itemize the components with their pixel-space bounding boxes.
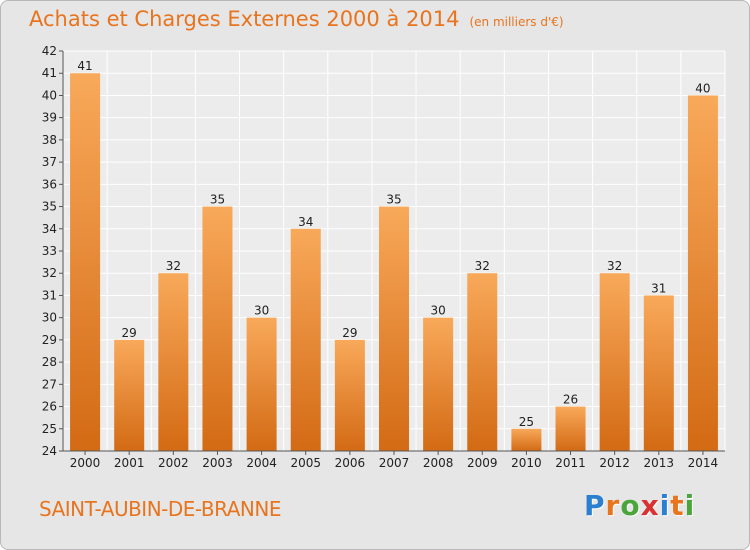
- bar-2014: [687, 95, 718, 451]
- value-label-2013: 31: [651, 281, 666, 295]
- bar-2012: [599, 273, 630, 451]
- value-label-2004: 30: [254, 304, 269, 318]
- chart-title: Achats et Charges Externes 2000 à 2014 (e…: [29, 7, 564, 31]
- x-tick-label-2012: 2012: [599, 456, 630, 470]
- y-tick-label: 28: [42, 355, 57, 369]
- logo-letter: t: [670, 489, 685, 522]
- value-label-2005: 34: [298, 215, 313, 229]
- proxiti-logo: Proxiti: [584, 489, 695, 522]
- bar-2013: [643, 295, 674, 451]
- y-tick-label: 40: [42, 88, 57, 102]
- bar-2003: [202, 206, 233, 451]
- y-tick-label: 31: [42, 288, 57, 302]
- bar-2008: [423, 317, 454, 451]
- bar-2002: [158, 273, 189, 451]
- x-tick-label-2006: 2006: [335, 456, 366, 470]
- logo-letter: r: [605, 489, 621, 522]
- logo-letter: i: [659, 489, 671, 522]
- y-tick-label: 37: [42, 155, 57, 169]
- y-tick-label: 38: [42, 133, 57, 147]
- y-tick-label: 32: [42, 266, 57, 280]
- x-tick-label-2010: 2010: [511, 456, 542, 470]
- x-tick-label-2000: 2000: [70, 456, 101, 470]
- x-tick-label-2003: 2003: [202, 456, 233, 470]
- y-tick-label: 25: [42, 422, 57, 436]
- x-tick-label-2011: 2011: [555, 456, 586, 470]
- bar-2006: [334, 339, 365, 451]
- value-label-2006: 29: [342, 326, 357, 340]
- y-tick-label: 33: [42, 244, 57, 258]
- y-tick-label: 26: [42, 400, 57, 414]
- y-tick-label: 29: [42, 333, 57, 347]
- value-label-2011: 26: [563, 393, 578, 407]
- logo-letter: P: [584, 489, 606, 522]
- value-label-2008: 30: [430, 304, 445, 318]
- bar-2010: [511, 428, 542, 451]
- commune-name: SAINT-AUBIN-DE-BRANNE: [39, 497, 281, 521]
- x-tick-label-2002: 2002: [158, 456, 189, 470]
- x-tick-label-2004: 2004: [246, 456, 277, 470]
- y-tick-label: 36: [42, 177, 57, 191]
- x-tick-label-2013: 2013: [644, 456, 675, 470]
- x-tick-label-2014: 2014: [688, 456, 719, 470]
- value-label-2003: 35: [210, 193, 225, 207]
- chart-unit: (en milliers d'€): [469, 15, 564, 29]
- bar-2000: [70, 73, 101, 451]
- logo-letter: x: [640, 489, 660, 522]
- value-label-2002: 32: [166, 259, 181, 273]
- y-tick-label: 24: [42, 444, 57, 458]
- y-tick-label: 34: [42, 222, 57, 236]
- y-tick-label: 41: [42, 66, 57, 80]
- y-tick-label: 27: [42, 377, 57, 391]
- chart-title-text: Achats et Charges Externes 2000 à 2014: [29, 7, 460, 31]
- value-label-2000: 41: [77, 59, 92, 73]
- x-tick-label-2001: 2001: [114, 456, 145, 470]
- bar-2009: [467, 273, 498, 451]
- y-tick-label: 42: [42, 44, 57, 58]
- logo-letter: o: [620, 489, 641, 522]
- bar-2001: [114, 339, 145, 451]
- x-tick-label-2007: 2007: [379, 456, 410, 470]
- x-tick-label-2008: 2008: [423, 456, 454, 470]
- y-tick-label: 39: [42, 111, 57, 125]
- bar-2007: [378, 206, 410, 451]
- value-label-2009: 32: [475, 259, 490, 273]
- bar-2004: [246, 317, 277, 451]
- x-tick-label-2009: 2009: [467, 456, 498, 470]
- value-label-2001: 29: [122, 326, 137, 340]
- y-tick-label: 35: [42, 200, 57, 214]
- value-label-2007: 35: [386, 193, 401, 207]
- x-tick-label-2005: 2005: [290, 456, 321, 470]
- y-tick-label: 30: [42, 311, 57, 325]
- value-label-2014: 40: [695, 81, 710, 95]
- value-label-2010: 25: [519, 415, 534, 429]
- logo-letter: i: [684, 489, 696, 522]
- bar-2011: [555, 406, 586, 451]
- bar-2005: [290, 228, 321, 451]
- value-label-2012: 32: [607, 259, 622, 273]
